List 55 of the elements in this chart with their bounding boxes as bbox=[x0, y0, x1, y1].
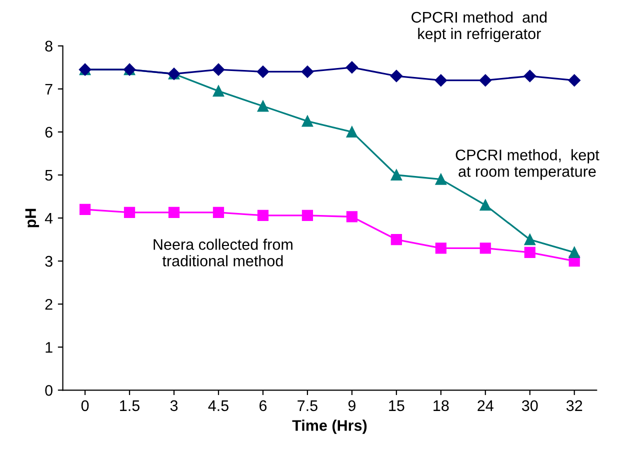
x-tick-label: 32 bbox=[566, 400, 582, 412]
x-tick-label: 4.5 bbox=[208, 400, 228, 412]
y-tick-label: 0 bbox=[45, 385, 52, 396]
x-tick-label: 1.5 bbox=[120, 400, 140, 412]
y-tick-label: 2 bbox=[45, 298, 52, 310]
y-tick-label: 5 bbox=[45, 170, 52, 181]
point bbox=[479, 74, 492, 86]
y-tick-label: 6 bbox=[45, 126, 52, 138]
point bbox=[212, 206, 224, 218]
x-tick-label: 0 bbox=[81, 400, 89, 412]
x-tick-label: 18 bbox=[434, 400, 449, 412]
point bbox=[435, 174, 446, 185]
series-label: Neera collected from traditional method bbox=[154, 238, 292, 266]
y-tick-label: 3 bbox=[45, 256, 52, 267]
point bbox=[346, 126, 358, 138]
x-tick-label: 3 bbox=[170, 400, 178, 412]
point bbox=[390, 234, 402, 246]
y-tick-label: 4 bbox=[44, 213, 53, 224]
point bbox=[524, 234, 536, 246]
point bbox=[346, 211, 358, 222]
point bbox=[257, 100, 269, 112]
series-label: CPCRI method, kept at room temperature bbox=[456, 149, 600, 180]
text: CPCRI method and kept in refrigerator bbox=[412, 11, 547, 42]
y-tick-label: 8 bbox=[45, 40, 52, 52]
point bbox=[435, 242, 446, 254]
x-tick-label: 9 bbox=[348, 400, 356, 412]
point bbox=[568, 246, 580, 258]
point bbox=[212, 63, 225, 76]
point bbox=[390, 169, 402, 181]
point bbox=[480, 200, 491, 211]
point bbox=[124, 206, 136, 218]
point bbox=[568, 74, 580, 86]
point bbox=[524, 246, 536, 258]
x-axis-title: Time (Hrs) bbox=[292, 420, 367, 434]
point bbox=[257, 210, 269, 221]
x-tick-label: 30 bbox=[522, 400, 538, 412]
point bbox=[302, 210, 314, 221]
y-tick-label: 1 bbox=[46, 342, 52, 353]
point bbox=[212, 86, 224, 97]
point bbox=[302, 116, 314, 127]
point bbox=[480, 242, 491, 254]
point bbox=[390, 70, 403, 82]
point bbox=[346, 61, 358, 74]
x-tick-label: 7.5 bbox=[298, 400, 318, 412]
point bbox=[434, 74, 448, 86]
x-tick-label: 6 bbox=[260, 400, 267, 412]
point bbox=[256, 66, 270, 78]
x-tick-label: 24 bbox=[478, 400, 494, 411]
point bbox=[168, 206, 180, 218]
point bbox=[79, 204, 91, 215]
y-tick-label: 7 bbox=[45, 84, 52, 94]
x-tick-label: 15 bbox=[389, 400, 404, 412]
point bbox=[301, 66, 314, 78]
y-axis-title: pH bbox=[25, 208, 40, 228]
point bbox=[524, 70, 536, 82]
